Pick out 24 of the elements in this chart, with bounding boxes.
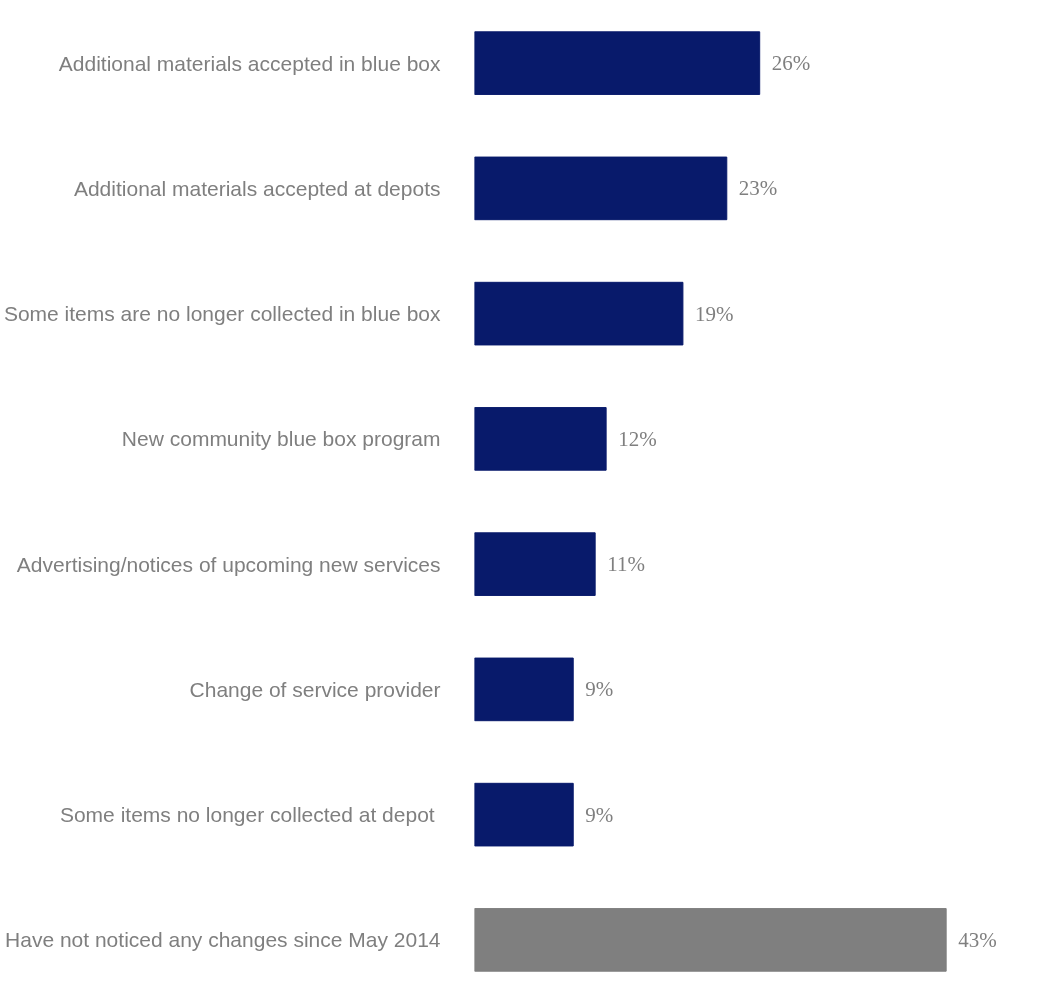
data-label: 9% bbox=[585, 677, 614, 702]
y-tick-label: Advertising/notices of upcoming new services bbox=[16, 552, 441, 576]
bar bbox=[474, 407, 607, 471]
y-tick-label: Have not noticed any changes since May 2014 bbox=[5, 928, 441, 952]
bar bbox=[474, 281, 684, 346]
data-label: 43% bbox=[958, 927, 997, 952]
data-label: 19% bbox=[694, 301, 734, 326]
bar bbox=[474, 908, 947, 972]
data-label: 11% bbox=[607, 552, 645, 577]
y-tick-label: New community blue box program bbox=[121, 427, 441, 451]
data-label: 12% bbox=[618, 426, 657, 451]
y-tick-label: Additional materials accepted at depots bbox=[73, 176, 441, 200]
data-label: 26% bbox=[771, 51, 811, 76]
bar bbox=[474, 31, 761, 95]
data-label: 9% bbox=[585, 802, 614, 827]
bar bbox=[474, 657, 574, 722]
bar bbox=[474, 782, 574, 847]
data-label: 23% bbox=[738, 176, 778, 201]
y-tick-label: Some items no longer collected at depot bbox=[59, 803, 435, 827]
y-tick-label: Change of service provider bbox=[189, 677, 441, 701]
y-tick-label: Some items are no longer collected in blue box bbox=[3, 302, 441, 326]
y-tick-label: Additional materials accepted in blue box bbox=[58, 51, 441, 75]
bar bbox=[474, 532, 596, 596]
bar bbox=[474, 156, 728, 221]
